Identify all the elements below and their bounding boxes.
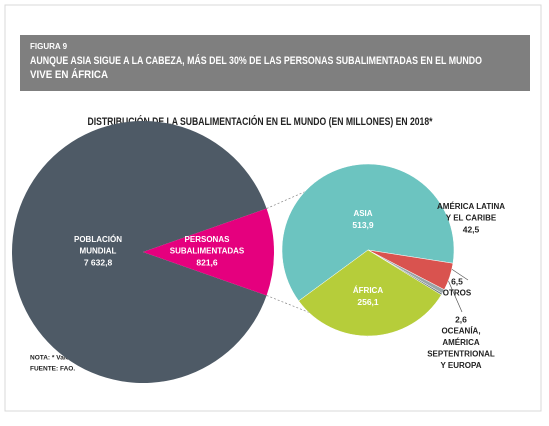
category-label: POBLACIÓN	[74, 235, 122, 244]
data-label: 256,1	[357, 297, 379, 307]
data-label: 42,5	[463, 224, 480, 234]
header-title: VIVE EN ÁFRICA	[30, 68, 108, 81]
pie-slice	[281, 163, 455, 302]
category-label: Y EL CARIBE	[446, 214, 497, 223]
pie-slice	[143, 208, 274, 296]
category-label: AMÉRICA	[442, 338, 480, 347]
category-label: OTROS	[443, 289, 472, 298]
pie-slice	[11, 120, 267, 384]
data-label: 821,6	[196, 257, 218, 267]
figure-label: FIGURA 9	[30, 42, 68, 51]
chart-title: DISTRIBUCIÓN DE LA SUBALIMENTACIÓN EN EL…	[88, 115, 434, 128]
data-label: 513,9	[352, 220, 374, 230]
category-label: MUNDIAL	[80, 247, 117, 256]
category-label: ÁFRICA	[353, 286, 383, 295]
category-label: Y EUROPA	[440, 361, 481, 370]
header-title: AUNQUE ASIA SIGUE A LA CABEZA, MÁS DEL 3…	[30, 54, 482, 67]
data-label: 2,6	[455, 314, 467, 324]
category-label: ASIA	[353, 209, 372, 218]
category-label: PERSONAS	[185, 235, 231, 244]
category-label: SEPTENTRIONAL	[427, 350, 495, 359]
pie-slice	[298, 249, 442, 337]
note: FUENTE: FAO.	[30, 366, 75, 373]
category-label: AMÉRICA LATINA	[437, 202, 505, 211]
category-label: SUBALIMENTADAS	[170, 247, 245, 256]
category-label: OCEANÍA,	[441, 327, 480, 336]
data-label: 6,5	[451, 276, 463, 286]
data-label: 7 632,8	[84, 257, 113, 267]
header-band	[20, 35, 530, 91]
